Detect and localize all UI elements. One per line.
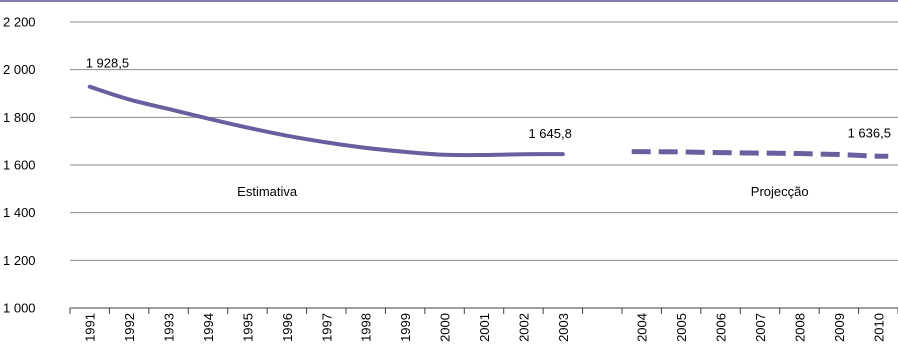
data-label: 1 928,5	[86, 56, 129, 71]
x-tick-label: 2003	[556, 313, 571, 342]
x-tick-label: 2007	[753, 313, 768, 342]
x-tick-label: 1993	[162, 313, 177, 342]
x-tick-label: 1992	[122, 313, 137, 342]
x-tick-label: 2010	[871, 313, 886, 342]
axes	[69, 307, 898, 314]
y-tick-label: 2 000	[3, 62, 36, 77]
series-line-estimativa	[87, 84, 565, 158]
x-tick-labels: 1991 1992 1993 1994 1995 1996 1997 1998 1999 2000…	[83, 313, 887, 342]
region-label: Estimativa	[237, 184, 298, 199]
y-tick-label: 1 800	[3, 110, 36, 125]
y-tick-label: 1 400	[3, 205, 36, 220]
y-tick-labels: 1 000 1 200 1 400 1 600 1 800 2 000 2 200	[3, 15, 36, 316]
y-tick-label: 1 200	[3, 253, 36, 268]
x-tick-label: 1991	[83, 313, 98, 342]
series-line-projeccao	[631, 149, 889, 159]
x-tick-label: 1998	[359, 313, 374, 342]
gridlines	[70, 21, 898, 261]
data-label: 1 645,8	[528, 126, 571, 141]
series-lines	[87, 84, 889, 159]
x-tick-label: 2006	[714, 313, 729, 342]
x-tick-label: 1994	[201, 313, 216, 342]
x-tick-label: 2005	[674, 313, 689, 342]
y-tick-label: 2 200	[3, 15, 36, 30]
x-tick-label: 1996	[280, 313, 295, 342]
x-tick-label: 2000	[438, 313, 453, 342]
y-tick-label: 1 600	[3, 158, 36, 173]
x-tick-label: 2009	[832, 313, 847, 342]
region-label: Projecção	[751, 184, 809, 199]
x-tick-label: 2001	[477, 313, 492, 342]
x-tick-label: 1995	[240, 313, 255, 342]
x-tick-label: 2004	[635, 313, 650, 342]
x-tick-label: 2008	[792, 313, 807, 342]
annotations: 1 928,5 1 645,8 1 636,5 Estimativa Projecção	[86, 56, 891, 200]
x-tick-label: 2002	[516, 313, 531, 342]
x-tick-label: 1997	[319, 313, 334, 342]
y-tick-label: 1 000	[3, 301, 36, 316]
x-tick-label: 1999	[398, 313, 413, 342]
data-label: 1 636,5	[848, 125, 891, 140]
